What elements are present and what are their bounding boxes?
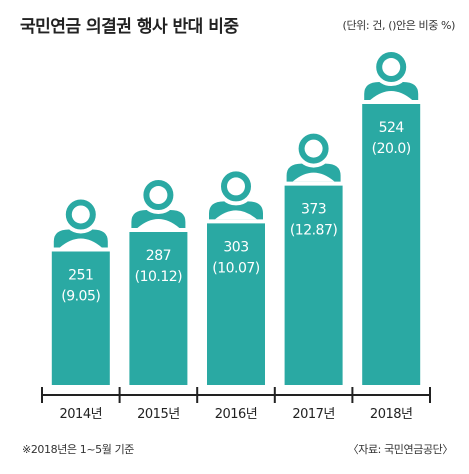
x-tick-label: 2015년 (137, 407, 180, 422)
footnote: ※2018년은 1~5월 기준 (22, 443, 135, 456)
chart-title: 국민연금 의결권 행사 반대 비중 (20, 17, 239, 37)
value-label: 303 (223, 239, 248, 255)
share-label: (20.0) (372, 141, 411, 157)
bar-2015년 (129, 230, 188, 385)
person-body-icon (215, 210, 257, 220)
person-body-icon (137, 219, 180, 229)
bar-2016년 (207, 221, 265, 385)
value-label: 287 (146, 248, 171, 264)
share-label: (12.87) (290, 223, 338, 239)
bar-2017년 (284, 183, 343, 385)
bar-2018년 (362, 102, 421, 385)
x-tick-label: 2017년 (292, 407, 335, 422)
value-label: 373 (301, 202, 326, 218)
bar-2014년 (51, 249, 110, 385)
person-face-icon (71, 205, 90, 224)
person-face-icon (149, 186, 168, 205)
person-face-icon (304, 139, 323, 158)
person-body-icon (370, 91, 413, 101)
person-body-icon (59, 238, 102, 248)
value-label: 524 (379, 120, 405, 136)
value-label: 251 (68, 267, 93, 283)
source-note: 〈자료: 국민연금공단〉 (347, 443, 454, 456)
share-label: (10.07) (212, 260, 260, 276)
person-body-icon (292, 172, 335, 182)
unit-note: (단위: 건, ()안은 비중 %) (342, 19, 456, 32)
x-tick-label: 2018년 (370, 407, 413, 422)
x-tick-label: 2014년 (60, 407, 103, 422)
share-label: (9.05) (61, 288, 100, 304)
person-face-icon (227, 177, 245, 196)
x-tick-label: 2016년 (215, 407, 258, 422)
person-face-icon (382, 58, 401, 77)
share-label: (10.12) (135, 269, 183, 285)
